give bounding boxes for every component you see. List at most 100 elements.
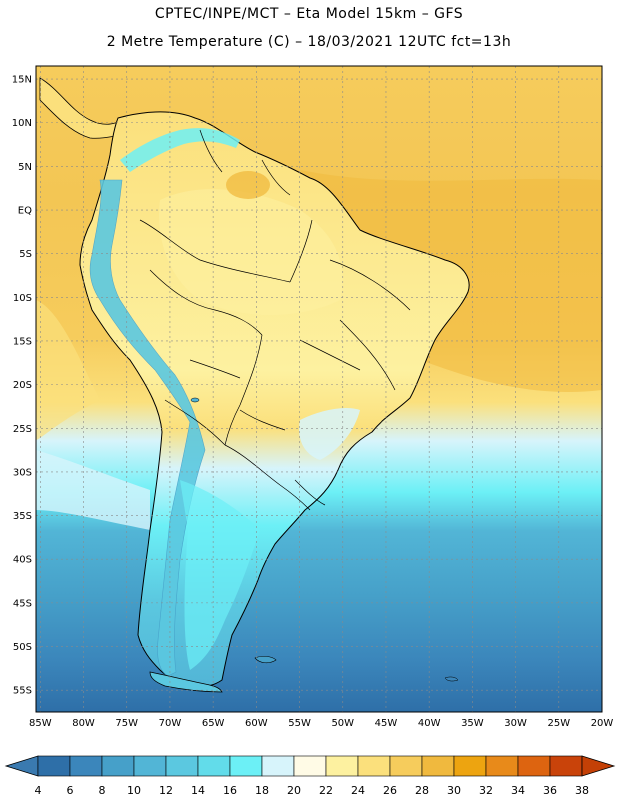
legend-swatch xyxy=(453,755,487,777)
south-georgia-island xyxy=(444,676,459,682)
graticule xyxy=(36,66,603,712)
falkland-islands xyxy=(254,655,277,664)
legend-swatch xyxy=(389,755,423,777)
border-brazil-states-west xyxy=(299,339,361,371)
lat-tick-label: 10N xyxy=(12,118,32,129)
latitude-labels: 15N 10N 5N EQ 5S 10S 15S 20S 25S 30S 35S 40S 45S 50S 5… xyxy=(12,75,32,697)
southern-brazil-cool-patch xyxy=(299,408,360,460)
legend-swatches xyxy=(37,755,583,777)
legend-swatch xyxy=(69,755,103,777)
lon-tick-label: 70W xyxy=(159,718,182,729)
lat-tick-label: 10S xyxy=(13,293,32,304)
lon-tick-label: 30W xyxy=(504,718,527,729)
lat-tick-label: 20S xyxy=(13,380,32,391)
lon-tick-label: 55W xyxy=(288,718,311,729)
pacific-cool-band xyxy=(36,300,100,440)
lat-tick-label: 40S xyxy=(13,555,32,566)
lon-tick-label: 35W xyxy=(461,718,484,729)
legend-label: 6 xyxy=(67,784,74,797)
patagonia-cool-region xyxy=(180,480,260,670)
legend-swatch xyxy=(421,755,455,777)
border-paraguay xyxy=(239,409,286,431)
legend-label: 16 xyxy=(223,784,237,797)
legend-label: 12 xyxy=(159,784,173,797)
lat-tick-label: 5S xyxy=(19,249,32,260)
border-bolivia-brazil xyxy=(224,334,263,446)
lat-tick-label: 25S xyxy=(13,424,32,435)
border-guianas xyxy=(289,219,313,283)
lake-titicaca xyxy=(190,397,200,403)
legend-swatch xyxy=(549,755,583,777)
legend-swatch xyxy=(357,755,391,777)
border-uruguay xyxy=(294,479,326,506)
lon-tick-label: 40W xyxy=(418,718,441,729)
legend-swatch xyxy=(101,755,135,777)
lat-tick-label: 55S xyxy=(13,686,32,697)
legend-label: 8 xyxy=(99,784,106,797)
legend-label: 36 xyxy=(543,784,557,797)
legend-label: 24 xyxy=(351,784,365,797)
lon-tick-label: 75W xyxy=(115,718,138,729)
legend-swatch xyxy=(165,755,199,777)
legend-labels: 4 6 8 10 12 14 16 18 20 22 24 26 28 30 32 34 36 38 xyxy=(35,784,590,797)
legend-label: 14 xyxy=(191,784,205,797)
legend-swatch xyxy=(485,755,519,777)
guiana-hot-spot xyxy=(226,171,270,199)
border-argentina-brazil xyxy=(224,444,311,511)
border-bolivia-argentina xyxy=(164,399,226,446)
legend-label: 34 xyxy=(511,784,525,797)
map-field xyxy=(36,66,602,712)
lon-tick-label: 25W xyxy=(547,718,570,729)
color-legend: 4 6 8 10 12 14 16 18 20 22 24 26 28 30 32 34 36 38 xyxy=(4,755,616,797)
pacific-transition-band xyxy=(36,450,150,530)
legend-label: 18 xyxy=(255,784,269,797)
legend-label: 32 xyxy=(479,784,493,797)
legend-label: 30 xyxy=(447,784,461,797)
lat-tick-label: 15N xyxy=(12,75,32,86)
legend-swatch xyxy=(261,755,295,777)
legend-label: 28 xyxy=(415,784,429,797)
lat-tick-label: 35S xyxy=(13,511,32,522)
lon-tick-label: 60W xyxy=(245,718,268,729)
border-colombia-peru xyxy=(139,219,291,283)
legend-swatch xyxy=(517,755,551,777)
legend-swatch xyxy=(293,755,327,777)
legend-arrow-low xyxy=(4,755,39,777)
lon-tick-label: 45W xyxy=(375,718,398,729)
lon-tick-label: 85W xyxy=(29,718,52,729)
legend-arrow-high xyxy=(581,755,616,777)
longitude-labels: 85W 80W 75W 70W 65W 60W 55W 50W 45W 40W 35W 30W 25W 2… xyxy=(29,718,613,729)
map-title-line-1: CPTEC/INPE/MCT – Eta Model 15km – GFS xyxy=(154,6,464,22)
legend-swatch xyxy=(37,755,71,777)
andes-cold-ridge xyxy=(89,179,206,677)
amazon-warm-core xyxy=(159,189,343,315)
legend-swatch xyxy=(197,755,231,777)
border-venezuela-guyana xyxy=(261,159,291,196)
legend-swatch xyxy=(325,755,359,777)
legend-swatch xyxy=(133,755,167,777)
legend-label: 10 xyxy=(127,784,141,797)
lon-tick-label: 20W xyxy=(591,718,614,729)
legend-label: 26 xyxy=(383,784,397,797)
map-title-line-2: 2 Metre Temperature (C) – 18/03/2021 12U… xyxy=(106,34,512,50)
border-colombia-venezuela xyxy=(199,129,223,173)
border-brazil-states-central xyxy=(339,319,396,391)
legend-label: 20 xyxy=(287,784,301,797)
northern-andes-branch xyxy=(120,128,240,172)
lon-tick-label: 80W xyxy=(72,718,95,729)
lat-tick-label: 5N xyxy=(18,162,32,173)
legend-label: 4 xyxy=(35,784,42,797)
border-brazil-states-north xyxy=(329,259,411,311)
map-frame xyxy=(35,65,603,713)
lon-tick-label: 65W xyxy=(202,718,225,729)
legend-label: 38 xyxy=(575,784,589,797)
lat-tick-label: 15S xyxy=(13,336,32,347)
tierra-del-fuego xyxy=(149,671,223,693)
lat-tick-label: 30S xyxy=(13,467,32,478)
temperature-map: 15N 10N 5N EQ 5S 10S 15S 20S 25S 30S 35S 40S 45S 50S 5… xyxy=(12,65,613,729)
lat-tick-label: 45S xyxy=(13,598,32,609)
legend-label: 22 xyxy=(319,784,333,797)
lat-tick-label: EQ xyxy=(18,206,32,217)
lon-tick-label: 50W xyxy=(331,718,354,729)
border-peru-brazil xyxy=(149,269,263,336)
